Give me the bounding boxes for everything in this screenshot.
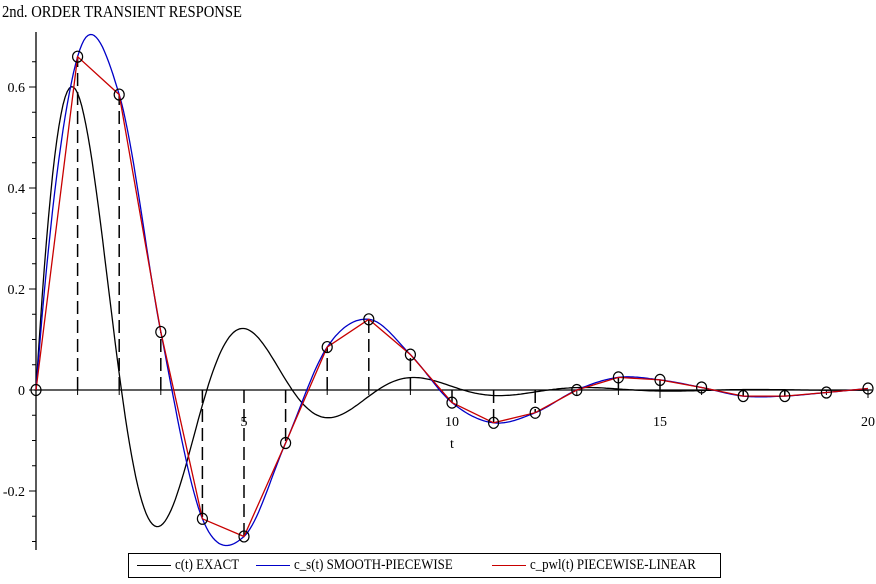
sample-marker: [612, 371, 625, 384]
sample-stems: [76, 56, 786, 537]
sample-marker: [737, 389, 749, 403]
legend-item-linear: c_pwl(t) PIECEWISE-LINEAR: [484, 557, 701, 574]
sample-marker: [155, 325, 167, 339]
sample-marker: [196, 512, 208, 525]
sample-marker: [529, 406, 541, 419]
y-tick-label: 0: [18, 384, 25, 399]
legend: c(t) EXACT c_s(t) SMOOTH-PIECEWISE c_pwl…: [128, 553, 721, 578]
legend-swatch-smooth: [255, 565, 290, 566]
series-line-exact: [35, 86, 868, 528]
series-line-linear: [35, 55, 869, 538]
legend-label-exact: c(t) EXACT: [175, 557, 240, 573]
sample-marker: [571, 383, 583, 397]
sample-marker: [654, 373, 666, 386]
legend-label-linear: c_pwl(t) PIECEWISE-LINEAR: [530, 557, 697, 573]
sample-marker: [71, 50, 84, 63]
legend-item-exact: c(t) EXACT: [129, 557, 239, 574]
sample-marker: [238, 530, 250, 543]
sample-marker: [820, 386, 833, 399]
y-tick-label: 0.4: [8, 182, 26, 197]
x-axis-label: t: [450, 437, 454, 452]
sample-marker: [363, 313, 375, 326]
x-tick-label: 15: [653, 415, 667, 430]
y-tick-label: 0.2: [8, 283, 26, 298]
sample-marker: [695, 381, 708, 394]
tick-labels: 5 10 15 20 -0.2 0 0.2 0.4 0.6: [3, 81, 875, 500]
series-line-smooth: [35, 33, 869, 547]
y-tick-label: 0.6: [8, 81, 26, 96]
x-tick-label: 10: [445, 415, 459, 430]
sample-marker: [779, 389, 791, 403]
x-tick-label: 20: [861, 415, 875, 430]
x-tick-label: 5: [241, 415, 248, 430]
sample-marker: [404, 348, 416, 361]
sample-marker: [321, 340, 333, 354]
sample-marker: [862, 382, 874, 395]
legend-label-smooth: c_s(t) SMOOTH-PIECEWISE: [293, 557, 453, 573]
sample-marker: [488, 416, 500, 429]
sample-marker: [446, 396, 458, 409]
chart-title: 2nd. ORDER TRANSIENT RESPONSE: [2, 2, 242, 21]
legend-swatch-exact: [137, 565, 171, 566]
legend-item-smooth: c_s(t) SMOOTH-PIECEWISE: [248, 557, 457, 574]
sample-marker: [280, 436, 292, 450]
legend-swatch-linear: [492, 565, 527, 566]
series-lines: [35, 33, 869, 547]
y-tick-label: -0.2: [3, 485, 25, 500]
sample-marker: [30, 383, 42, 397]
axes: [29, 32, 872, 550]
sample-markers: [30, 50, 874, 543]
sample-marker: [113, 88, 125, 101]
